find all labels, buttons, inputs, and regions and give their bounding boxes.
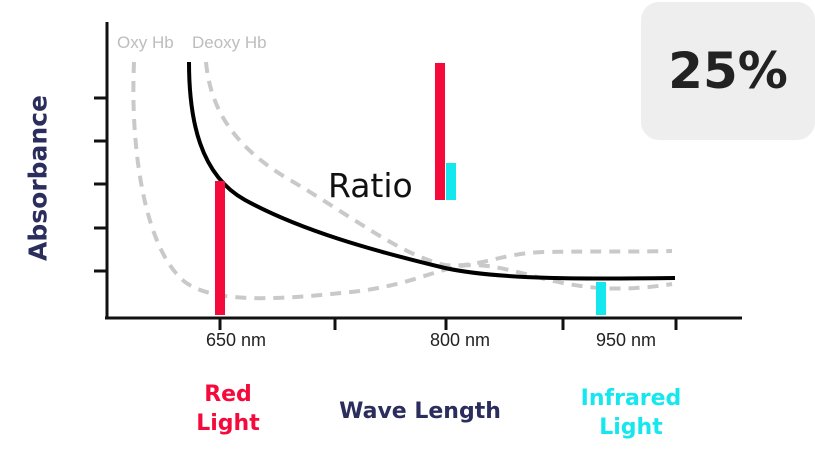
ratio-red-bar [435, 63, 445, 200]
percentage-value: 25% [668, 42, 788, 100]
ratio-cyan-bar [446, 163, 456, 200]
wave-length-label: Wave Length [339, 399, 501, 424]
x-tick-label-950: 950 nm [595, 330, 657, 350]
infrared-light-label-line2: Light [599, 415, 663, 440]
infrared-light-label-line1: Infrared [580, 386, 682, 411]
y-ticks [94, 96, 107, 273]
red-light-band [215, 181, 225, 315]
y-axis-label: Absorbance [23, 95, 53, 261]
x-ticks [218, 318, 678, 330]
percentage-box: 25% [641, 2, 815, 140]
red-light-label-line2: Light [196, 411, 260, 436]
x-tick-label-800: 800 nm [429, 330, 491, 350]
ratio-label: Ratio [328, 166, 413, 205]
red-light-label-line1: Red [204, 382, 252, 407]
series-label-oxy-hb: Oxy Hb [117, 33, 174, 52]
x-tick-label-650: 650 nm [205, 330, 267, 350]
infrared-light-band [596, 282, 606, 315]
red-light-label: Red Light [178, 380, 278, 438]
absorbance-curve [187, 61, 676, 281]
series-label-deoxy-hb: Deoxy Hb [192, 33, 267, 52]
infrared-light-label: Infrared Light [566, 384, 696, 442]
